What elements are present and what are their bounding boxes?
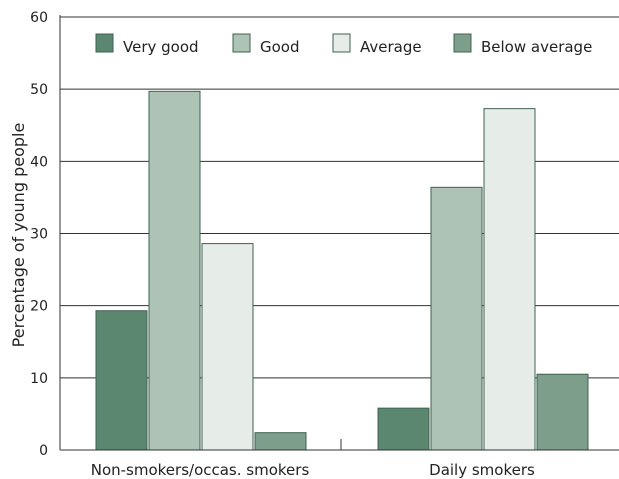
legend-swatch — [453, 33, 472, 53]
legend-swatch — [95, 33, 114, 53]
y-tick-label: 0 — [39, 443, 48, 459]
category-label: Non-smokers/occas. smokers — [91, 461, 310, 479]
y-tick-label: 60 — [30, 10, 48, 26]
legend-label: Very good — [123, 38, 199, 56]
bar-very-good-0 — [95, 310, 148, 451]
bar-average-1 — [483, 108, 536, 451]
legend-label: Below average — [481, 38, 592, 56]
y-tick-label: 20 — [30, 299, 48, 315]
y-tick-label: 30 — [30, 227, 48, 243]
bar-very-good-1 — [377, 407, 430, 451]
bar-average-0 — [201, 243, 254, 451]
axes — [59, 15, 619, 451]
y-tick-label: 10 — [30, 371, 48, 387]
legend-label: Average — [360, 38, 422, 56]
bar-good-1 — [430, 186, 483, 451]
legend: Very good Good Average Below average — [95, 33, 592, 56]
category-labels: Non-smokers/occas. smokers Daily smokers — [91, 461, 535, 479]
legend-swatch — [332, 33, 351, 53]
y-axis-label: Percentage of young people — [9, 123, 28, 348]
legend-swatch — [232, 33, 251, 53]
bar-below-average-1 — [536, 373, 589, 451]
bar-good-0 — [148, 90, 201, 451]
bars — [95, 90, 589, 451]
category-label: Daily smokers — [429, 461, 535, 479]
y-tick-label: 40 — [30, 154, 48, 170]
legend-label: Good — [260, 38, 300, 56]
y-tick-label: 50 — [30, 82, 48, 98]
bar-below-average-0 — [254, 432, 307, 451]
y-tick-labels: 0 10 20 30 40 50 60 — [30, 10, 48, 459]
